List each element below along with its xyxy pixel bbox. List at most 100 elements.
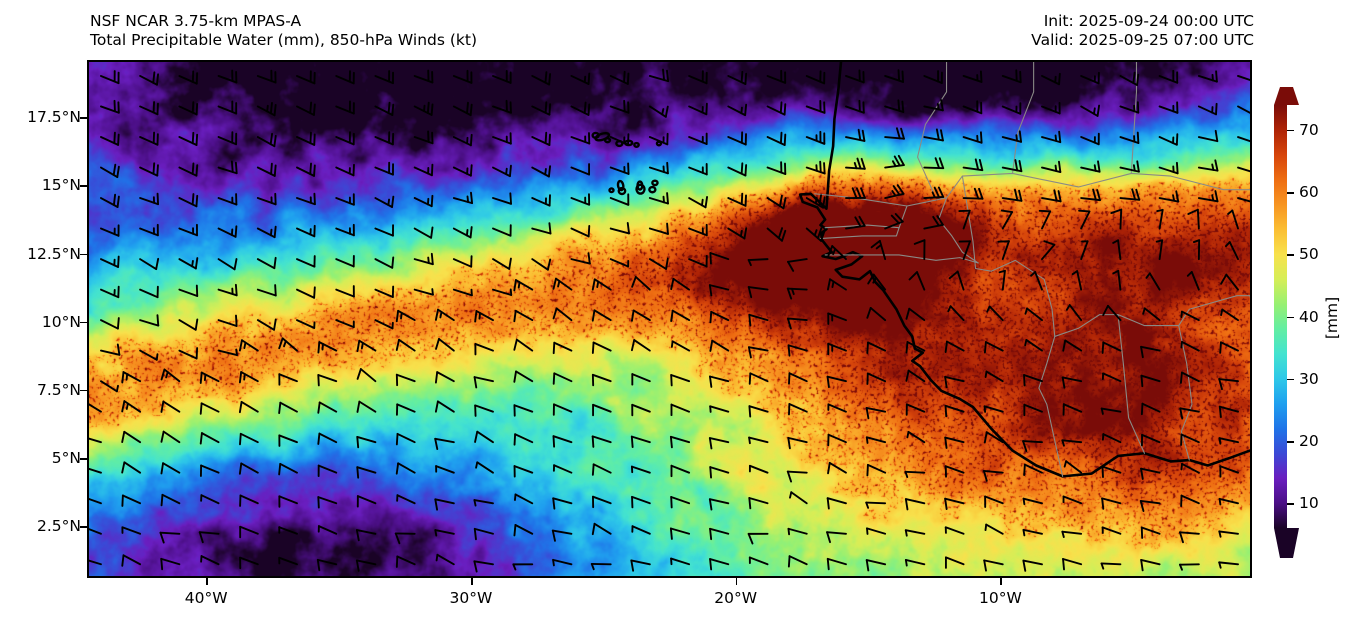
wind-barb — [531, 131, 551, 146]
wind-barb — [1022, 528, 1043, 537]
tpw-heatmap — [89, 62, 1250, 576]
colorbar[interactable]: 10 20 30 40 50 60 70 — [1274, 87, 1319, 558]
country-border — [1011, 62, 1035, 174]
wind-barb — [923, 215, 944, 230]
wind-barb — [688, 195, 709, 209]
wind-barb — [139, 285, 159, 299]
wind-barb — [100, 193, 120, 208]
wind-barb — [413, 130, 434, 145]
wind-barb — [944, 436, 965, 449]
wind-barb — [121, 371, 142, 384]
wind-barb — [986, 305, 1004, 322]
colorbar-extend-min-arrow — [1274, 528, 1299, 558]
wind-barb — [648, 257, 669, 270]
wind-barb — [1041, 240, 1056, 261]
wind-barb — [1030, 271, 1043, 291]
wind-barb — [434, 529, 455, 537]
wind-barb — [709, 310, 730, 324]
wind-barb — [100, 163, 120, 179]
wind-barb — [709, 339, 730, 352]
wind-barb — [256, 69, 277, 84]
latitude-tick-label: 15°N — [41, 176, 81, 195]
wind-barb — [278, 526, 298, 535]
wind-barb — [552, 497, 573, 510]
wind-barb — [355, 559, 377, 572]
wind-barb — [121, 526, 142, 535]
wind-barb — [217, 225, 238, 238]
wind-barb — [1158, 69, 1179, 84]
wind-barb — [630, 435, 651, 449]
wind-barb — [217, 131, 238, 146]
wind-barb — [356, 339, 377, 353]
wind-barb — [708, 498, 730, 511]
wind-barb — [256, 318, 277, 331]
wind-barb — [1119, 188, 1141, 201]
wind-barb — [1140, 374, 1161, 388]
wind-barb — [374, 256, 395, 269]
wind-barb — [845, 157, 866, 170]
wind-barb — [121, 461, 142, 474]
wind-barb — [1101, 372, 1122, 383]
wind-barb — [904, 498, 926, 511]
wind-barb — [826, 497, 847, 510]
wind-barb — [845, 215, 866, 230]
wind-barb — [905, 403, 926, 416]
wind-barb — [592, 403, 612, 417]
wind-barb — [1119, 71, 1140, 86]
wind-barb — [89, 559, 102, 566]
wind-barb — [317, 525, 338, 535]
wind-barb — [944, 375, 965, 389]
wind-barb — [826, 375, 847, 389]
wind-barb — [1197, 102, 1218, 116]
wind-barb — [962, 187, 984, 200]
wind-barb — [1119, 131, 1140, 144]
wind-barb — [256, 102, 277, 117]
wind-barb — [178, 131, 199, 146]
wind-barb — [805, 100, 826, 114]
wind-barb — [786, 317, 808, 330]
wind-barb — [317, 341, 338, 354]
country-border — [1038, 335, 1064, 477]
country-border — [898, 205, 908, 229]
wind-barb — [1001, 189, 1023, 202]
wind-barb — [531, 165, 552, 178]
wind-barb — [513, 404, 534, 417]
wind-barb — [865, 436, 887, 444]
map-plot-area[interactable] — [87, 60, 1252, 578]
wind-barb — [1158, 101, 1179, 114]
wind-barb — [374, 224, 394, 237]
wind-barb — [865, 559, 887, 572]
wind-barb — [395, 403, 416, 416]
wind-barb — [1192, 239, 1201, 261]
longitude-tickmark — [1000, 578, 1003, 585]
wind-barb — [1237, 197, 1250, 203]
longitude-tick-label: 20°W — [714, 589, 758, 607]
wind-barb — [296, 319, 316, 329]
wind-barb — [982, 469, 1004, 482]
wind-barb — [1101, 526, 1122, 535]
wind-barb — [958, 240, 971, 261]
wind-barb — [121, 494, 142, 507]
wind-barb — [591, 522, 612, 536]
wind-barb — [789, 491, 808, 505]
wind-barb — [296, 101, 316, 116]
latitude-tick-label: 2.5°N — [37, 517, 81, 536]
wind-barb — [1155, 239, 1164, 261]
cabo-verde-island — [616, 179, 625, 192]
wind-barb — [709, 527, 730, 541]
wind-barb — [1218, 561, 1239, 569]
wind-barb — [217, 258, 238, 271]
wind-barb — [786, 470, 808, 483]
wind-barb — [356, 495, 377, 508]
wind-barb — [335, 70, 355, 85]
wind-barb — [217, 69, 238, 84]
wind-barb — [905, 307, 926, 322]
country-border — [916, 62, 948, 193]
wind-barb — [1041, 72, 1061, 86]
wind-barb — [787, 344, 808, 357]
wind-barb — [394, 532, 416, 545]
wind-barb — [1218, 437, 1239, 445]
wind-barb — [845, 99, 865, 114]
wind-barb — [513, 524, 534, 537]
valid-time: Valid: 2025-09-25 07:00 UTC — [1031, 31, 1254, 49]
